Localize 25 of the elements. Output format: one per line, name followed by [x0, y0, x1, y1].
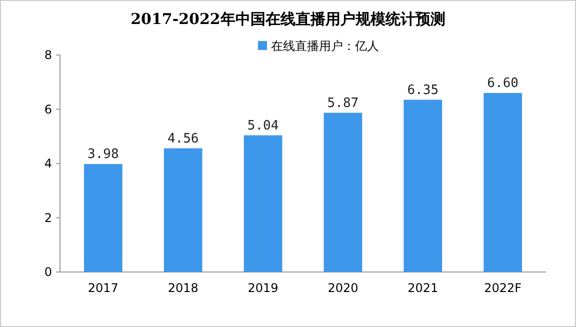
bar — [324, 112, 362, 272]
text: 6.35 — [407, 82, 439, 98]
x-tick-label: 2018 — [168, 281, 198, 295]
y-tick-label: 4 — [44, 156, 52, 170]
text: 3.98 — [88, 147, 119, 162]
y-tick-label: 8 — [44, 48, 52, 62]
chart-title: 2017-2022年中国在线直播用户规模统计预测 — [130, 10, 446, 28]
legend-label: 在线直播用户：亿人 — [271, 39, 379, 53]
x-tick-label: 2020 — [328, 281, 358, 295]
x-tick-label: 2017 — [88, 281, 118, 295]
text: 5.87 — [327, 96, 359, 111]
x-tick-label: 2021 — [408, 281, 438, 295]
bar — [404, 100, 442, 272]
y-tick-label: 0 — [44, 265, 52, 279]
bar — [244, 135, 282, 272]
y-tick-label: 2 — [44, 210, 52, 225]
bar — [164, 148, 202, 272]
bar — [484, 92, 522, 272]
bar — [84, 164, 122, 272]
x-tick-label: 2019 — [248, 281, 278, 295]
text: 6.60 — [487, 76, 518, 91]
text: 5.04 — [247, 118, 279, 134]
x-tick-label: 2022F — [484, 281, 522, 295]
text: 4.56 — [167, 131, 199, 146]
y-tick-label: 6 — [44, 102, 52, 116]
